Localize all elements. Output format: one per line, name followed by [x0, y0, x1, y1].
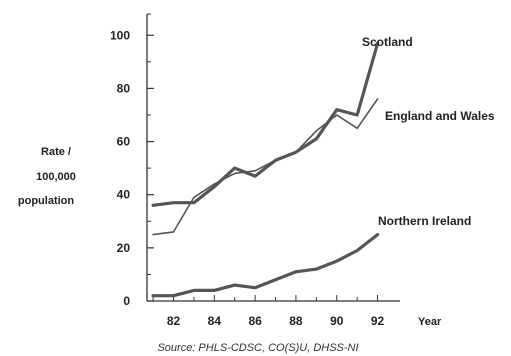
y-tick-label: 20 — [117, 241, 131, 255]
x-tick-label: 82 — [167, 314, 181, 328]
y-tick-label: 80 — [117, 81, 131, 95]
y-tick-label: 60 — [117, 135, 131, 149]
y-axis-title-line-2: 100,000 — [36, 171, 76, 183]
x-tick-label: 86 — [248, 314, 262, 328]
x-tick-label: 88 — [289, 314, 303, 328]
y-tick-label: 40 — [117, 188, 131, 202]
series-line-england-and-wales — [152, 98, 379, 236]
x-axis-title: Year — [418, 316, 442, 328]
x-tick-label: 92 — [371, 314, 385, 328]
series-label-northern-ireland: Northern Ireland — [378, 214, 471, 228]
y-tick-label: 0 — [123, 294, 130, 308]
y-tick-label: 100 — [110, 28, 130, 42]
y-axis-title-line-3: population — [18, 195, 74, 207]
series-label-england-and-wales: England and Wales — [385, 109, 495, 123]
series-line-scotland — [151, 41, 380, 207]
source-note: Source: PHLS-CDSC, CO(S)U, DHSS-NI — [157, 342, 358, 354]
y-axis-title-line-1: Rate / — [41, 146, 71, 158]
series-lines — [151, 41, 380, 298]
x-tick-label: 84 — [208, 314, 222, 328]
x-tick-label: 90 — [330, 314, 344, 328]
series-line-northern-ireland — [151, 233, 380, 298]
x-axis: 82 84 86 88 90 92 — [147, 295, 400, 328]
y-axis: 0 20 40 60 80 100 — [110, 13, 154, 308]
series-label-scotland: Scotland — [362, 35, 413, 49]
